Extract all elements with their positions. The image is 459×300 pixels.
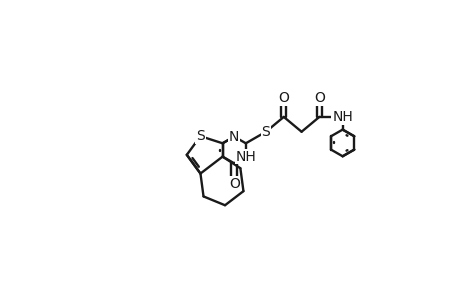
Text: NH: NH — [235, 150, 256, 164]
Text: N: N — [229, 130, 239, 144]
Text: S: S — [261, 125, 270, 139]
Text: S: S — [196, 129, 204, 143]
Text: O: O — [278, 91, 289, 105]
Text: NH: NH — [331, 110, 352, 124]
Text: O: O — [228, 177, 239, 190]
Text: O: O — [313, 91, 324, 105]
